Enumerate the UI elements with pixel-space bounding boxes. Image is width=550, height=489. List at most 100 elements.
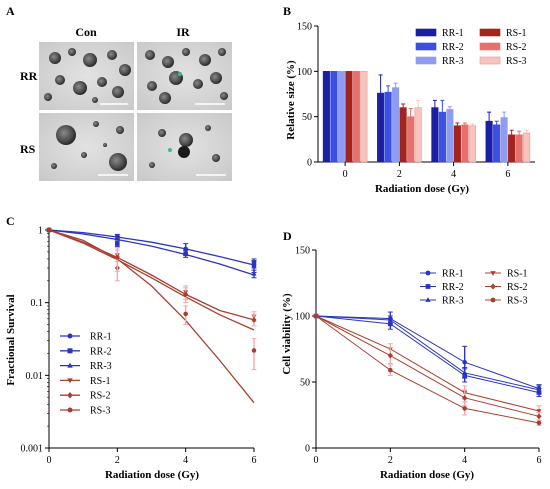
chart-c-xlabel: Radiation dose (Gy) <box>105 469 199 481</box>
legend-label: RR-1 <box>442 269 464 280</box>
row-label-rr: RR <box>20 69 38 83</box>
legend-label: RS-3 <box>90 406 111 417</box>
panel-letter-a: A <box>6 4 15 18</box>
series-line <box>315 315 540 391</box>
data-point <box>387 317 393 322</box>
bar <box>377 92 385 163</box>
chart-d-ytick-label: 0 <box>305 444 310 455</box>
chart-c-ytick-label: 0.1 <box>31 298 44 309</box>
chart-b-ytick-label: 0 <box>307 158 312 169</box>
bar <box>446 109 454 163</box>
series-line <box>315 315 540 424</box>
legend-marker <box>425 284 431 289</box>
data-point <box>183 291 189 298</box>
fit-curve <box>48 229 255 276</box>
panel-d: D Radiation dose (Gy) Cell viability (%)… <box>281 229 542 481</box>
chart-b-xtick-label: 2 <box>397 169 402 180</box>
bar <box>407 116 415 163</box>
legend-marker <box>67 333 73 339</box>
bar <box>485 120 493 163</box>
legend-label: RR-1 <box>442 28 464 39</box>
micrograph-rr-con <box>39 42 134 110</box>
data-point <box>536 420 542 426</box>
data-point <box>115 241 120 246</box>
legend-label: RS-3 <box>507 296 528 307</box>
data-point <box>251 316 257 323</box>
panel-c: C Radiation dose (Gy) Fractional Surviva… <box>5 214 257 481</box>
chart-d-ytick-label: 150 <box>295 246 310 257</box>
legend-label: RR-3 <box>442 296 464 307</box>
bar <box>523 132 531 163</box>
fit-curve <box>48 229 255 266</box>
legend-label: RR-2 <box>90 346 112 357</box>
panel-letter-c: C <box>6 214 15 228</box>
data-point <box>183 249 189 254</box>
series-line <box>315 315 540 412</box>
legend-swatch <box>415 42 437 51</box>
legend-label: RS-2 <box>90 391 111 402</box>
chart-b-ytick-label: 150 <box>297 22 312 33</box>
bar <box>515 134 523 163</box>
data-point <box>462 406 467 411</box>
legend-marker <box>425 270 431 276</box>
chart-b-ytick-label: 50 <box>302 112 312 123</box>
micrograph-rs-ir <box>137 113 232 181</box>
series-line <box>315 315 540 394</box>
bar <box>399 107 407 163</box>
bar <box>352 71 360 163</box>
bar <box>438 111 446 163</box>
col-label-ir: IR <box>176 25 190 39</box>
chart-b-xtick-label: 4 <box>451 169 456 180</box>
data-point <box>536 387 542 392</box>
bar <box>345 71 353 163</box>
micrograph-rs-con <box>39 113 134 181</box>
col-label-con: Con <box>75 25 97 39</box>
chart-d-ylabel: Cell viability (%) <box>281 293 293 375</box>
bar <box>431 107 439 163</box>
fit-curve <box>48 229 255 404</box>
chart-c-ytick-label: 1 <box>38 226 43 237</box>
chart-d-xtick-label: 2 <box>388 455 393 466</box>
bar <box>330 71 338 163</box>
bar <box>392 87 400 163</box>
chart-d-xtick-label: 0 <box>314 455 319 466</box>
data-point <box>313 313 319 319</box>
legend-label: RS-3 <box>506 56 527 67</box>
legend-label: RS-2 <box>506 42 527 53</box>
bar <box>468 125 476 163</box>
legend-label: RS-1 <box>90 376 111 387</box>
chart-d-xtick-label: 4 <box>462 455 467 466</box>
legend-label: RR-3 <box>90 361 112 372</box>
bar <box>322 71 330 163</box>
bar <box>360 71 368 163</box>
data-point <box>46 227 52 233</box>
data-point <box>387 352 393 359</box>
legend-swatch <box>415 56 437 65</box>
data-point <box>462 359 467 365</box>
data-point <box>251 270 257 276</box>
data-point <box>251 348 257 353</box>
data-point <box>183 311 188 317</box>
legend-label: RR-2 <box>442 282 464 293</box>
chart-b-xlabel: Radiation dose (Gy) <box>375 183 469 195</box>
legend-label: RR-1 <box>90 332 112 343</box>
legend-marker <box>490 297 496 303</box>
chart-d-xtick-label: 6 <box>537 455 542 466</box>
micrograph-rr-ir <box>137 42 232 110</box>
data-point <box>251 260 257 266</box>
chart-b-xtick-label: 6 <box>505 169 510 180</box>
chart-c-ytick-label: 0.01 <box>26 371 44 382</box>
fit-curve <box>48 229 255 321</box>
data-point <box>536 409 542 414</box>
chart-c-ytick-label: 0.001 <box>21 444 44 455</box>
series-line <box>315 315 540 390</box>
legend-marker <box>67 378 73 384</box>
legend-label: RR-2 <box>442 42 464 53</box>
legend-marker <box>67 391 73 399</box>
legend-marker <box>490 271 496 276</box>
legend-label: RS-1 <box>506 28 527 39</box>
data-point <box>115 255 120 260</box>
legend-marker <box>67 348 73 354</box>
bar <box>500 117 508 163</box>
